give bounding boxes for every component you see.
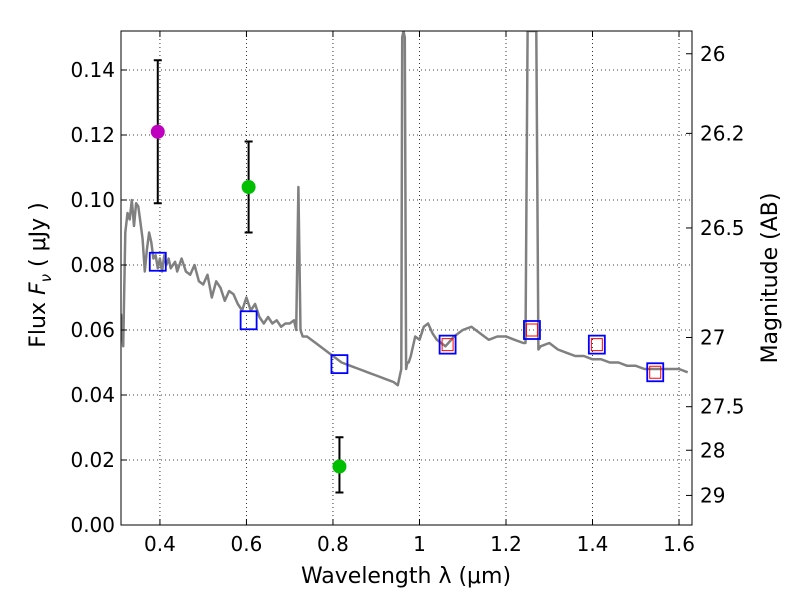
y-tick-label: 0.10 — [70, 188, 115, 212]
x-tick-label: 1 — [413, 532, 426, 556]
plot-area — [121, 31, 689, 494]
model-photometry-box — [587, 334, 606, 355]
ticks: 0.4 0.6 0.8 1 1.2 1.4 1.6 0.00 0.02 0.04 0.06 0.08 0… — [70, 31, 745, 556]
y-tick-label: 0.06 — [70, 318, 115, 342]
x-tick-label: 1.4 — [577, 532, 609, 556]
y2-tick-label: 26.5 — [700, 216, 745, 240]
y-tick-label: 0.14 — [70, 58, 115, 82]
model-photometry-box — [523, 320, 541, 340]
y-tick-label: 0.00 — [70, 513, 115, 537]
x-tick-label: 1.6 — [663, 532, 695, 556]
model-photometry-box — [239, 310, 258, 331]
y-axis-label-units: ( μJy ) — [26, 202, 51, 274]
model-photometry-box — [438, 334, 457, 355]
observed-flux-point — [241, 180, 256, 194]
y2-tick-label: 27.5 — [700, 395, 745, 419]
y2-tick-label: 27 — [700, 325, 725, 349]
x-tick-label: 0.8 — [317, 532, 349, 556]
y-axis-label-main: Flux — [26, 295, 51, 348]
y-tick-label: 0.08 — [70, 253, 115, 277]
y-tick-label: 0.12 — [70, 123, 115, 147]
y-axis-label-symbol: F — [26, 282, 51, 295]
observed-flux-point — [150, 124, 165, 139]
y-axis-label: Flux Fν ( μJy ) — [26, 202, 55, 347]
observed-flux-point — [332, 459, 347, 474]
y2-tick-label: 26 — [700, 42, 725, 66]
model-photometry-box-inner — [649, 365, 662, 379]
axes-frame — [120, 30, 693, 526]
model-photometry-box — [330, 354, 349, 375]
x-axis-label: Wavelength λ (μm) — [301, 564, 511, 589]
x-tick-label: 1.2 — [490, 532, 522, 556]
y-tick-label: 0.04 — [70, 383, 115, 407]
x-tick-label: 0.4 — [144, 532, 176, 556]
y2-tick-label: 26.2 — [700, 121, 745, 145]
y-tick-label: 0.02 — [70, 448, 115, 472]
model-photometry-box-inner — [525, 323, 538, 337]
model-photometry-box-inner — [590, 338, 603, 352]
y2-tick-label: 28 — [700, 438, 725, 462]
y2-tick-label: 29 — [700, 483, 725, 507]
model-photometry-box — [148, 251, 167, 272]
x-tick-label: 0.6 — [231, 532, 263, 556]
model-photometry-box-inner — [441, 338, 454, 352]
secondary-y-axis-label: Magnitude (AB) — [758, 193, 783, 364]
y-axis-label-subscript: ν — [37, 274, 55, 282]
model-photometry-box — [646, 362, 665, 383]
